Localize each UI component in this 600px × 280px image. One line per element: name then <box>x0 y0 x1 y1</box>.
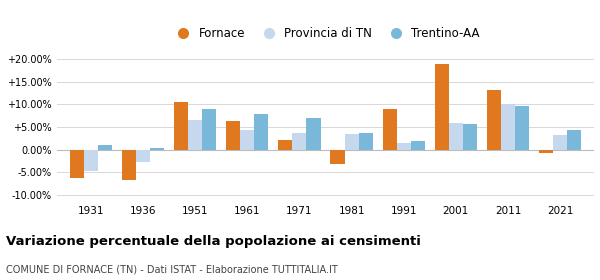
Bar <box>150 148 164 150</box>
Bar <box>188 120 202 150</box>
Bar <box>240 130 254 150</box>
Bar <box>278 139 292 150</box>
Bar <box>70 150 84 178</box>
Text: COMUNE DI FORNACE (TN) - Dati ISTAT - Elaborazione TUTTITALIA.IT: COMUNE DI FORNACE (TN) - Dati ISTAT - El… <box>6 264 338 274</box>
Bar <box>501 104 515 150</box>
Bar <box>567 130 581 150</box>
Legend: Fornace, Provincia di TN, Trentino-AA: Fornace, Provincia di TN, Trentino-AA <box>167 23 484 45</box>
Bar <box>463 124 477 150</box>
Bar <box>292 133 307 150</box>
Bar <box>344 134 359 150</box>
Bar <box>487 90 501 150</box>
Bar <box>435 64 449 150</box>
Bar <box>84 150 98 171</box>
Bar <box>359 133 373 150</box>
Bar <box>307 118 320 150</box>
Bar <box>122 150 136 180</box>
Bar <box>226 122 240 150</box>
Bar <box>98 145 112 150</box>
Bar <box>331 150 344 164</box>
Text: Variazione percentuale della popolazione ai censimenti: Variazione percentuale della popolazione… <box>6 235 421 248</box>
Bar <box>539 150 553 153</box>
Bar <box>553 136 567 150</box>
Bar <box>383 109 397 150</box>
Bar <box>449 123 463 150</box>
Bar <box>397 143 411 150</box>
Bar <box>136 150 150 162</box>
Bar <box>174 102 188 150</box>
Bar <box>515 106 529 150</box>
Bar <box>254 114 268 150</box>
Bar <box>411 141 425 150</box>
Bar <box>202 109 216 150</box>
